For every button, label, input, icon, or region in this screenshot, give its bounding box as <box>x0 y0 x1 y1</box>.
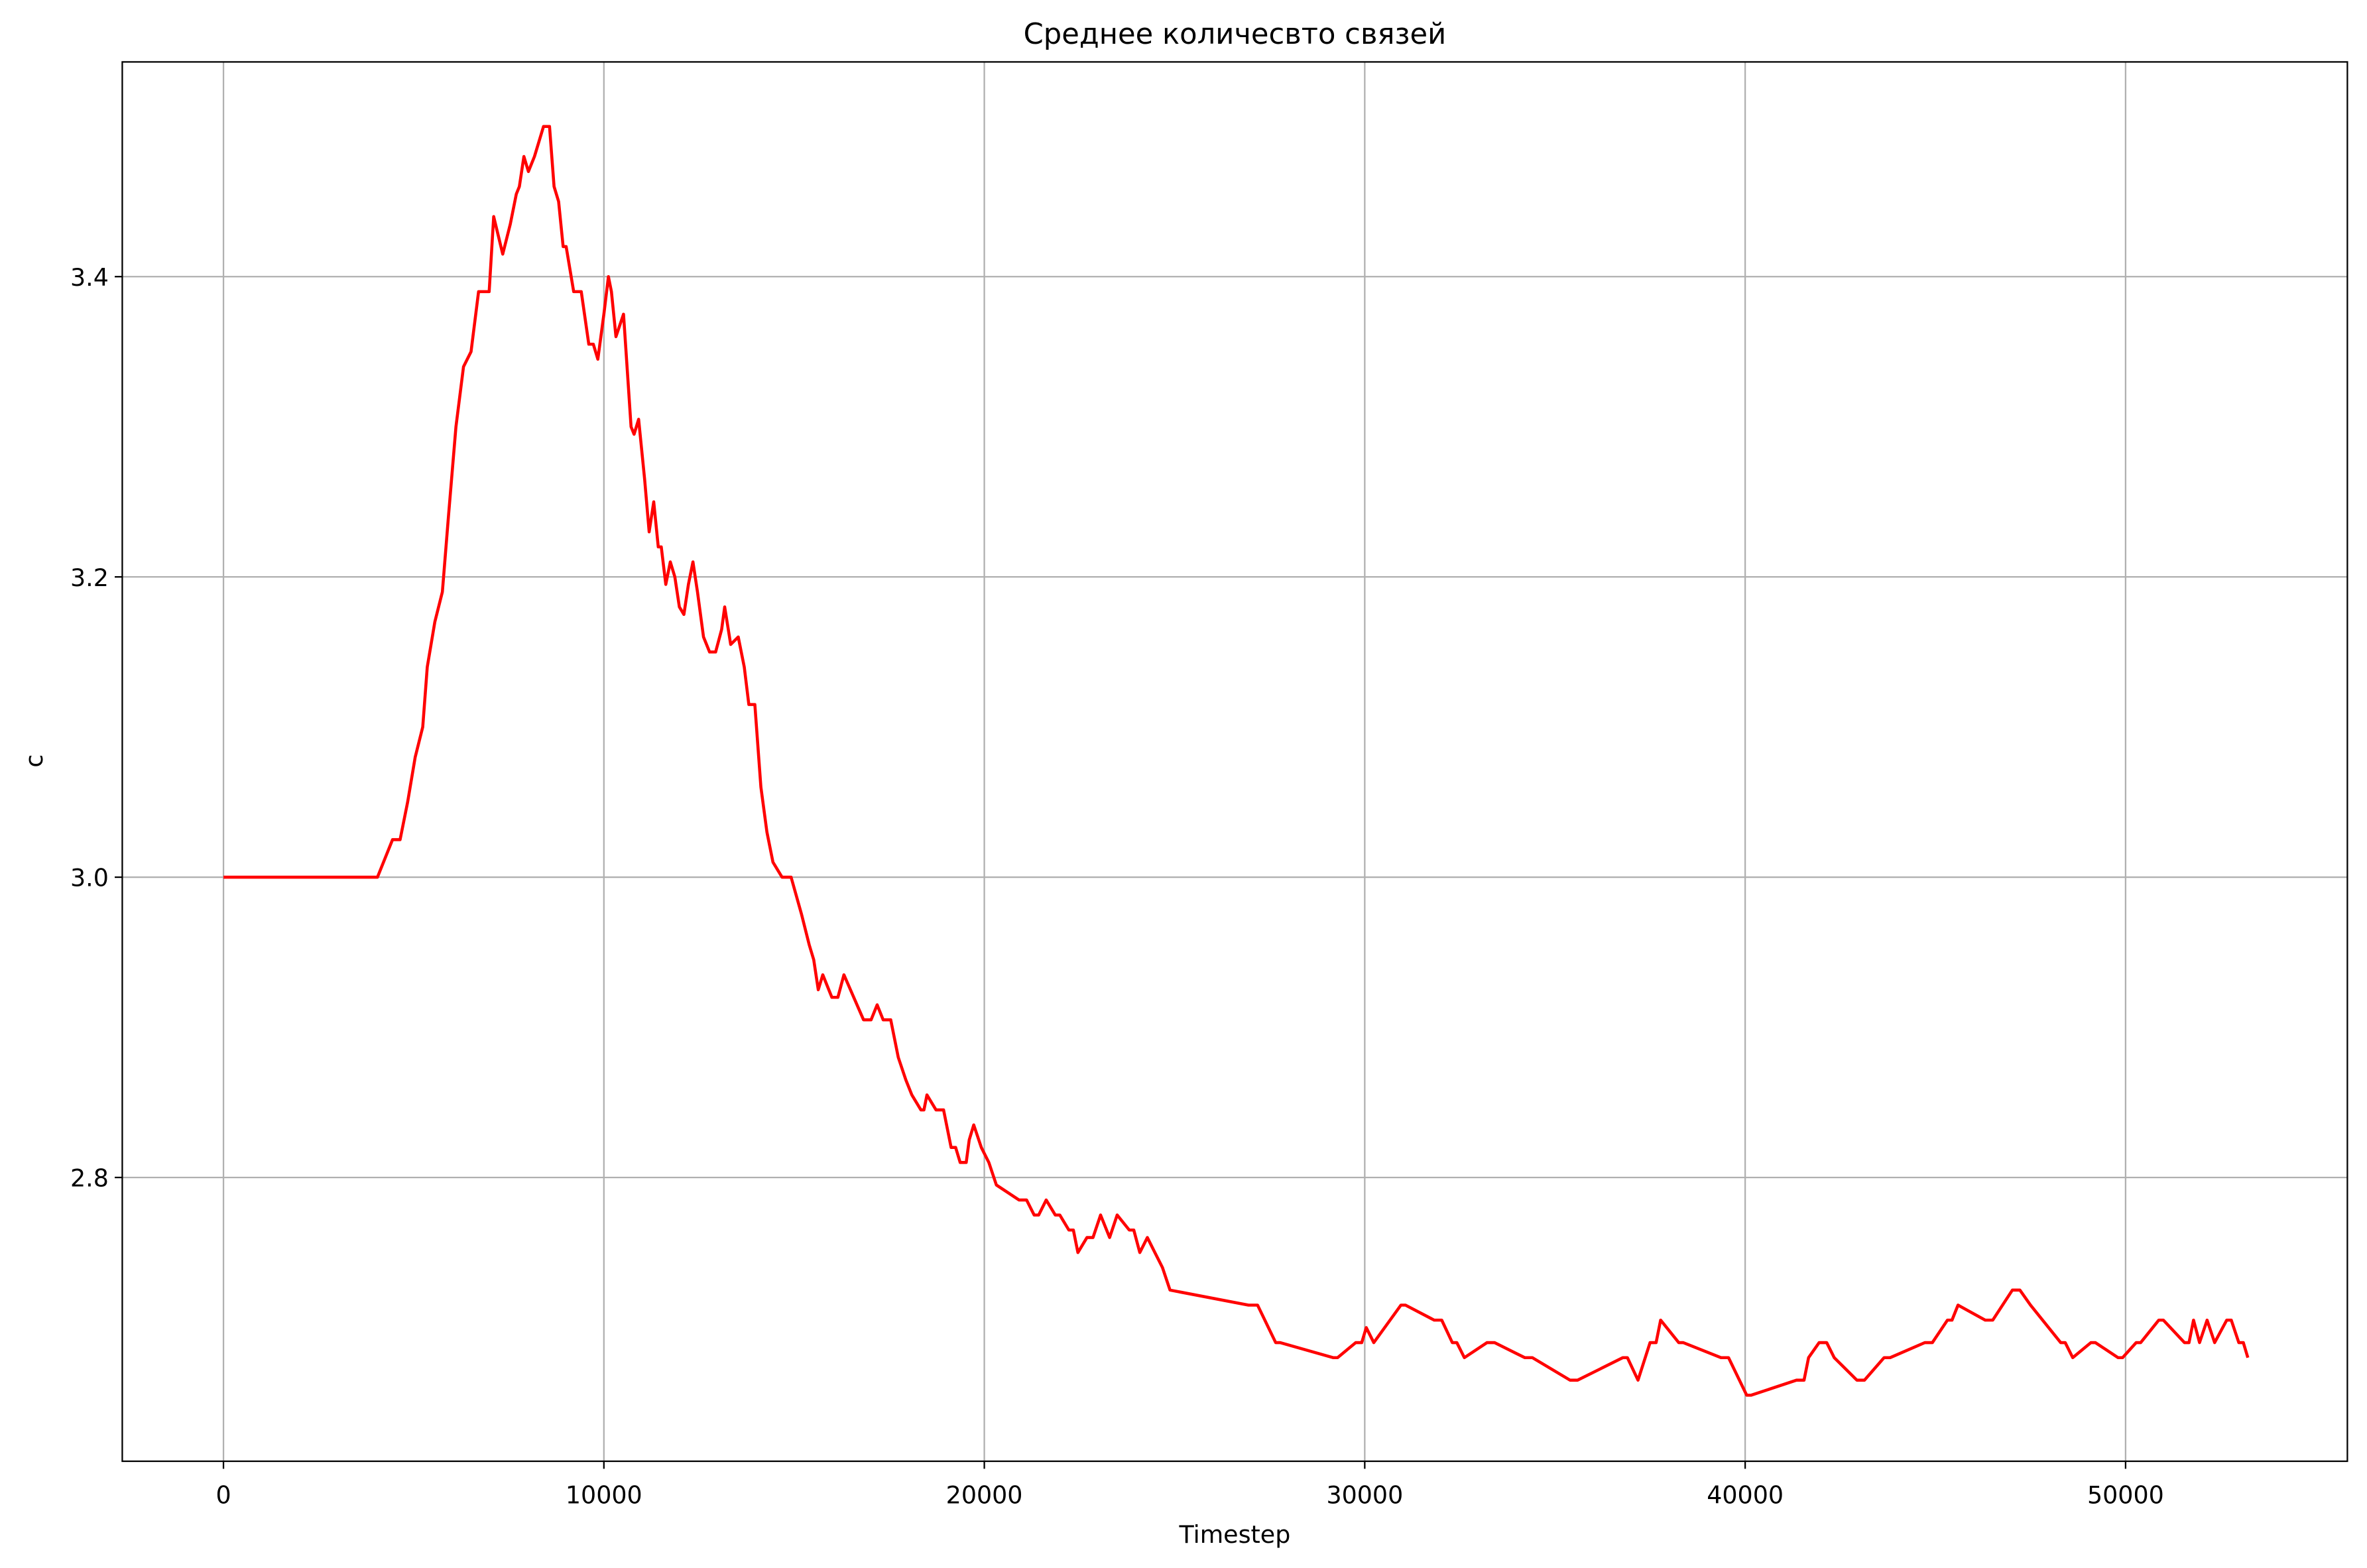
y-tick-label: 2.8 <box>70 1164 109 1193</box>
x-tick-label: 40000 <box>1707 1481 1784 1510</box>
x-tick-label: 10000 <box>566 1481 642 1510</box>
plot-frame <box>121 61 2348 1463</box>
chart-title: Среднее количесвто связей <box>1024 18 1447 51</box>
x-tick-label: 20000 <box>946 1481 1023 1510</box>
y-axis-label: c <box>20 754 48 768</box>
y-tick-label: 3.0 <box>70 864 109 892</box>
x-tick-label: 0 <box>215 1481 231 1510</box>
x-axis-label: Timestep <box>1178 1520 1290 1549</box>
y-tick-label: 3.2 <box>70 564 109 592</box>
x-tick-label: 30000 <box>1326 1481 1403 1510</box>
data-line <box>223 125 2250 1397</box>
x-tick-label: 50000 <box>2087 1481 2164 1510</box>
y-tick-label: 3.4 <box>70 263 109 292</box>
